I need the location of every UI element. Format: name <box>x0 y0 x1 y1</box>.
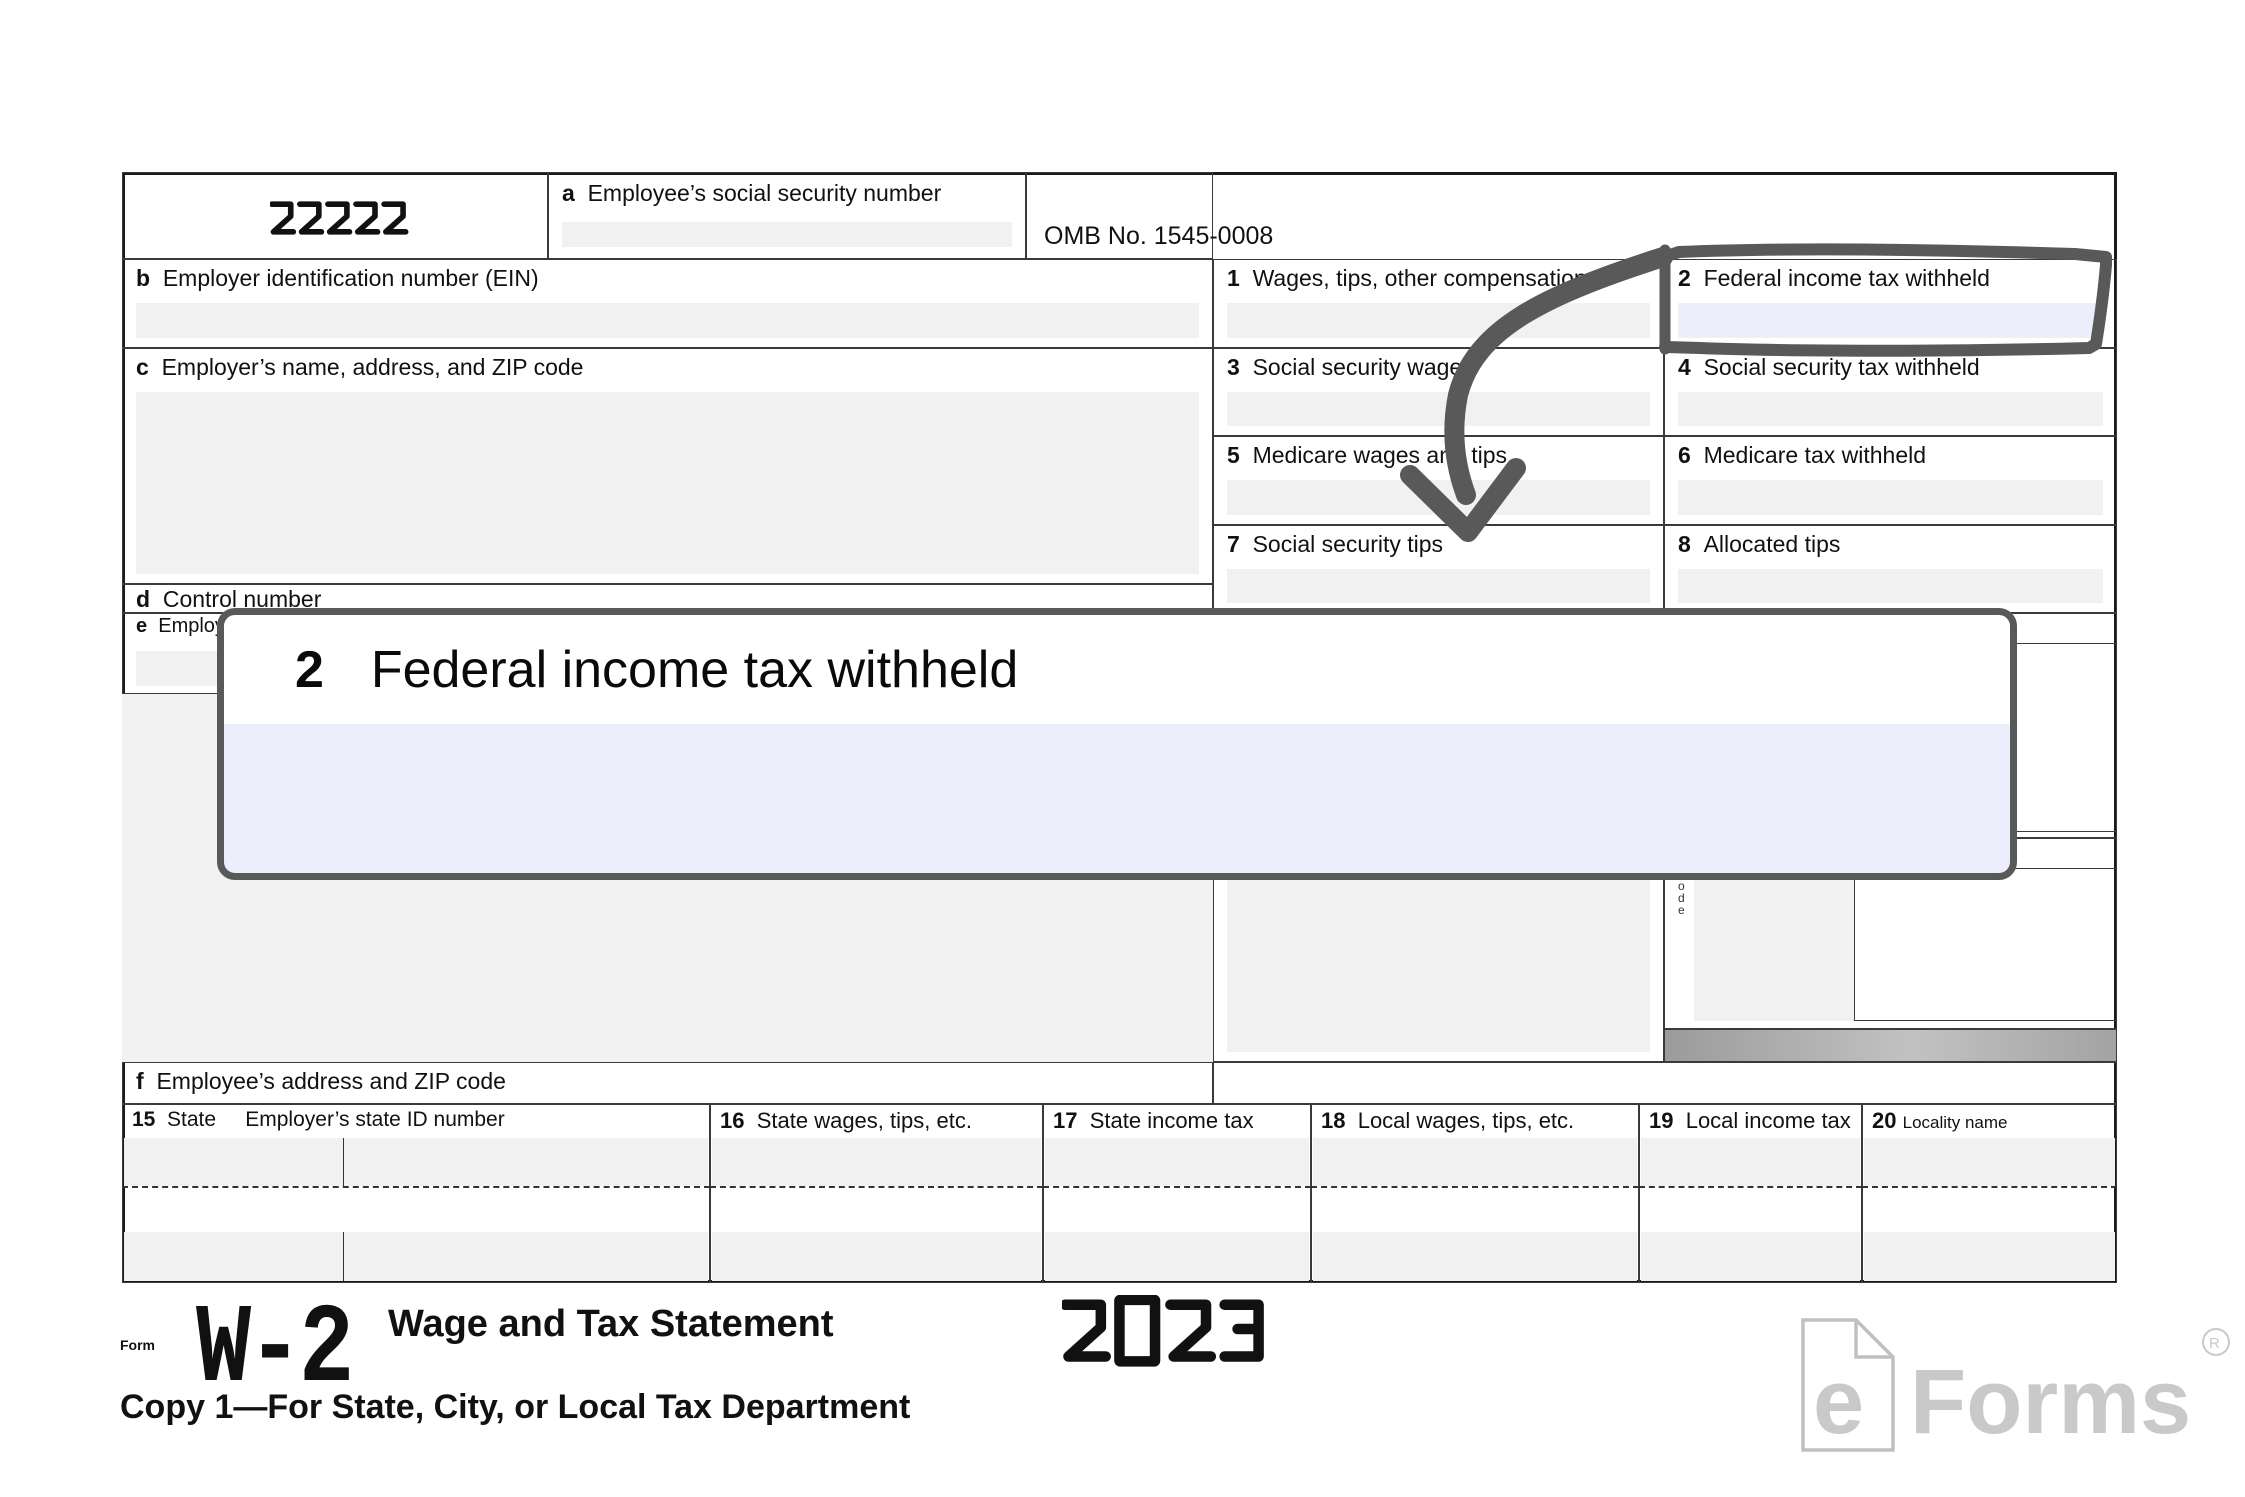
svg-text:e: e <box>1813 1351 1864 1453</box>
svg-text:R: R <box>2209 1335 2220 1352</box>
svg-text:Forms: Forms <box>1910 1351 2191 1453</box>
